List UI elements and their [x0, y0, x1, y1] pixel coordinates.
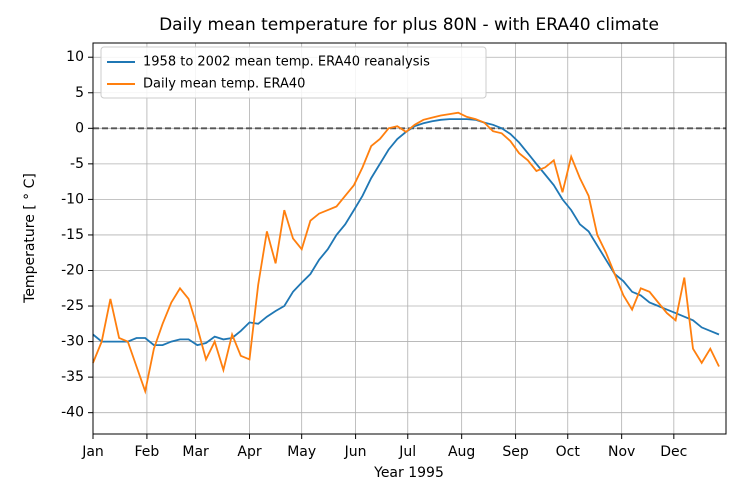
plot-frame — [92, 42, 727, 435]
y-tick-label: 10 — [66, 49, 84, 65]
y-tick-label: -35 — [61, 369, 84, 385]
y-axis-label: Temperature [ ° C] — [22, 173, 38, 304]
chart-title: Daily mean temperature for plus 80N - wi… — [159, 15, 659, 35]
x-tick-label: May — [287, 444, 316, 460]
y-tick-label: -20 — [61, 262, 84, 278]
x-tick-label: Mar — [182, 444, 209, 460]
y-tick-label: 5 — [75, 85, 84, 101]
series-line — [92, 111, 720, 395]
x-tick-label: Dec — [660, 444, 687, 460]
series-line — [92, 118, 720, 347]
y-tick-label: -15 — [61, 227, 84, 243]
legend-label: Daily mean temp. ERA40 — [143, 77, 305, 92]
x-tick-label: Jul — [398, 444, 416, 460]
x-axis-label: Year 1995 — [373, 465, 444, 481]
x-tick-label: Jan — [81, 444, 104, 460]
x-tick-label: Apr — [237, 444, 261, 460]
legend-box — [100, 46, 487, 99]
x-tick-label: Aug — [448, 444, 475, 460]
x-tick-label: Jun — [344, 444, 367, 460]
y-tick-label: -25 — [61, 298, 84, 314]
y-tick-label: -30 — [61, 334, 84, 350]
x-tick-label: Sep — [502, 444, 529, 460]
x-tick-label: Oct — [556, 444, 581, 460]
y-tick-label: -40 — [61, 405, 84, 421]
x-tick-label: Feb — [135, 444, 160, 460]
x-tick-label: Nov — [608, 444, 635, 460]
y-tick-label: -10 — [61, 191, 84, 207]
y-tick-label: -5 — [70, 156, 84, 172]
y-tick-label: 0 — [75, 120, 84, 136]
legend-label: 1958 to 2002 mean temp. ERA40 reanalysis — [143, 55, 430, 70]
